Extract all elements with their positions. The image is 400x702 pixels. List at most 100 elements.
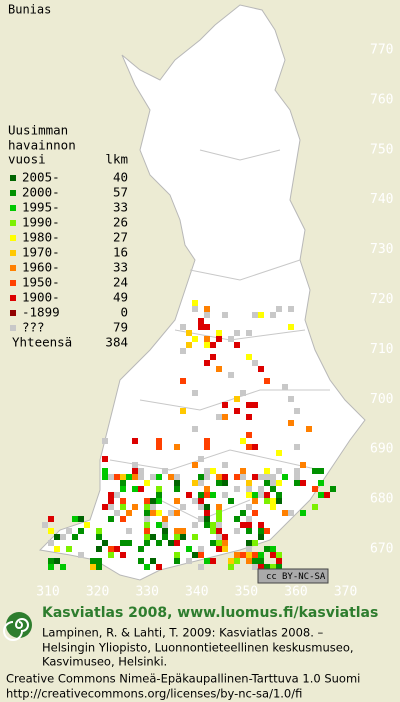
observation-square: [150, 498, 156, 504]
observation-square: [264, 564, 270, 570]
observation-square: [186, 546, 192, 552]
observation-square: [330, 486, 336, 492]
finland-outline: [38, 4, 366, 581]
observation-square: [318, 492, 324, 498]
legend-count: 49: [113, 290, 128, 305]
observation-square: [156, 474, 162, 480]
observation-square: [204, 486, 210, 492]
observation-square: [126, 540, 132, 546]
observation-square: [240, 522, 246, 528]
license-badge: cc BY-NC-SA: [257, 568, 329, 584]
legend-label: 1995-: [22, 200, 60, 215]
observation-square: [294, 474, 300, 480]
observation-square: [216, 336, 222, 342]
observation-square: [48, 540, 54, 546]
observation-square: [270, 480, 276, 486]
observation-square: [210, 468, 216, 474]
observation-square: [108, 504, 114, 510]
legend-label: -1899: [22, 305, 60, 320]
observation-square: [42, 522, 48, 528]
legend-total-label: Yhteensä: [12, 335, 72, 350]
observation-square: [306, 426, 312, 432]
logo-circle: [6, 612, 32, 638]
observation-square: [216, 510, 222, 516]
observation-square: [204, 306, 210, 312]
observation-square: [216, 504, 222, 510]
observation-square: [96, 564, 102, 570]
x-label: 330: [135, 585, 158, 600]
badge-cc: cc: [266, 572, 277, 582]
observation-square: [186, 330, 192, 336]
observation-square: [126, 474, 132, 480]
legend-count: 79: [113, 320, 128, 335]
observation-square: [300, 480, 306, 486]
observation-square: [132, 468, 138, 474]
legend-label: ???: [22, 320, 45, 335]
observation-square: [222, 492, 228, 498]
observation-square: [108, 492, 114, 498]
observation-square: [174, 534, 180, 540]
observation-square: [204, 510, 210, 516]
observation-square: [78, 552, 84, 558]
observation-square: [192, 426, 198, 432]
observation-square: [204, 492, 210, 498]
observation-square: [258, 492, 264, 498]
observation-square: [264, 546, 270, 552]
observation-square: [144, 534, 150, 540]
legend-header: vuosi: [8, 152, 46, 167]
observation-square: [192, 498, 198, 504]
observation-square: [96, 534, 102, 540]
observation-square: [54, 534, 60, 540]
observation-square: [144, 528, 150, 534]
x-label: 320: [86, 585, 109, 600]
citation-line: Kasvimuseo, Helsinki.: [42, 655, 167, 669]
observation-square: [174, 444, 180, 450]
observation-square: [270, 486, 276, 492]
legend-swatch: [10, 295, 16, 301]
legend-label: 1950-: [22, 275, 60, 290]
observation-square: [216, 330, 222, 336]
observation-square: [216, 474, 222, 480]
x-label: 360: [284, 585, 307, 600]
observation-square: [258, 534, 264, 540]
legend-count: 24: [113, 275, 128, 290]
observation-square: [48, 516, 54, 522]
observation-square: [252, 492, 258, 498]
observation-square: [48, 558, 54, 564]
observation-square: [246, 552, 252, 558]
observation-square: [144, 540, 150, 546]
observation-square: [312, 468, 318, 474]
observation-square: [258, 312, 264, 318]
observation-square: [258, 552, 264, 558]
observation-square: [126, 510, 132, 516]
observation-square: [246, 354, 252, 360]
observation-square: [204, 474, 210, 480]
observation-square: [60, 534, 66, 540]
observation-square: [294, 480, 300, 486]
observation-square: [210, 558, 216, 564]
observation-square: [204, 516, 210, 522]
license-line: http://creativecommons.org/licenses/by-n…: [6, 687, 302, 701]
observation-square: [138, 546, 144, 552]
observation-square: [300, 462, 306, 468]
observation-square: [246, 444, 252, 450]
observation-square: [198, 318, 204, 324]
observation-square: [198, 546, 204, 552]
observation-square: [264, 498, 270, 504]
observation-square: [162, 516, 168, 522]
observation-square: [174, 474, 180, 480]
observation-square: [204, 324, 210, 330]
y-label: 700: [370, 392, 393, 407]
observation-square: [234, 474, 240, 480]
observation-square: [198, 480, 204, 486]
observation-square: [48, 528, 54, 534]
observation-square: [276, 498, 282, 504]
legend-swatch: [10, 280, 16, 286]
badge-text: BY-NC-SA: [282, 572, 326, 582]
observation-square: [132, 438, 138, 444]
observation-square: [192, 336, 198, 342]
observation-square: [174, 552, 180, 558]
observation-square: [168, 540, 174, 546]
observation-square: [264, 492, 270, 498]
observation-square: [168, 474, 174, 480]
